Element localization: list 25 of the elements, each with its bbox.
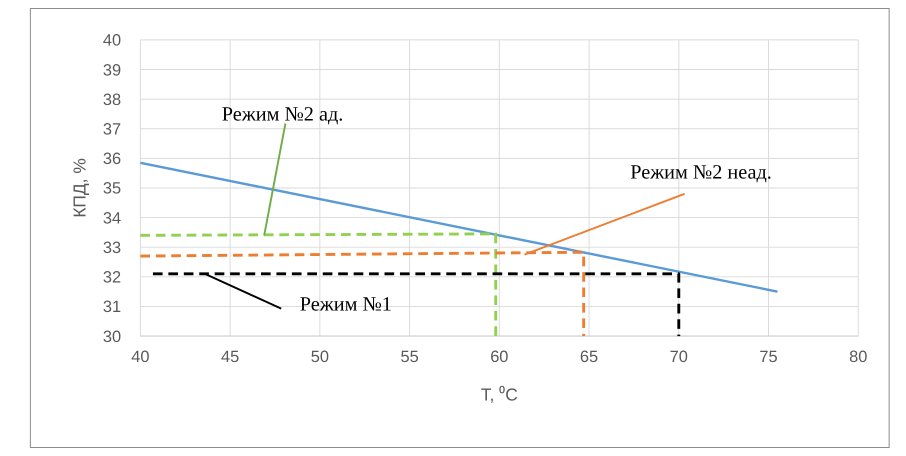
y-tick-label: 38: [102, 90, 122, 109]
x-tick-label: 50: [310, 348, 329, 366]
y-tick-label: 30: [102, 328, 122, 346]
x-tick-label: 70: [670, 348, 688, 366]
y-tick-label: 34: [102, 209, 122, 228]
x-axis-title: T, ⁰C: [480, 384, 518, 405]
x-tick-label: 55: [400, 348, 419, 366]
y-tick-label: 40: [102, 32, 122, 50]
x-tick-label: 60: [490, 348, 508, 366]
x-tick-label: 75: [759, 348, 778, 366]
y-tick-label: 39: [102, 61, 122, 80]
y-tick-label: 35: [102, 180, 122, 198]
annotation: Режим №2 неад.: [630, 161, 772, 184]
y-tick-label: 37: [102, 120, 122, 138]
y-tick-label: 32: [102, 268, 122, 287]
x-tick-label: 80: [849, 348, 868, 366]
y-tick-label: 36: [102, 150, 122, 168]
annotation: Режим №1: [300, 294, 392, 316]
x-tick-label: 40: [131, 348, 150, 366]
y-axis-title: КПД, %: [69, 158, 90, 218]
annotation: Режим №2 ад.: [222, 104, 344, 126]
x-tick-label: 65: [580, 348, 598, 366]
y-tick-label: 33: [102, 238, 122, 257]
x-tick-label: 45: [220, 348, 240, 366]
y-tick-label: 31: [102, 298, 122, 316]
